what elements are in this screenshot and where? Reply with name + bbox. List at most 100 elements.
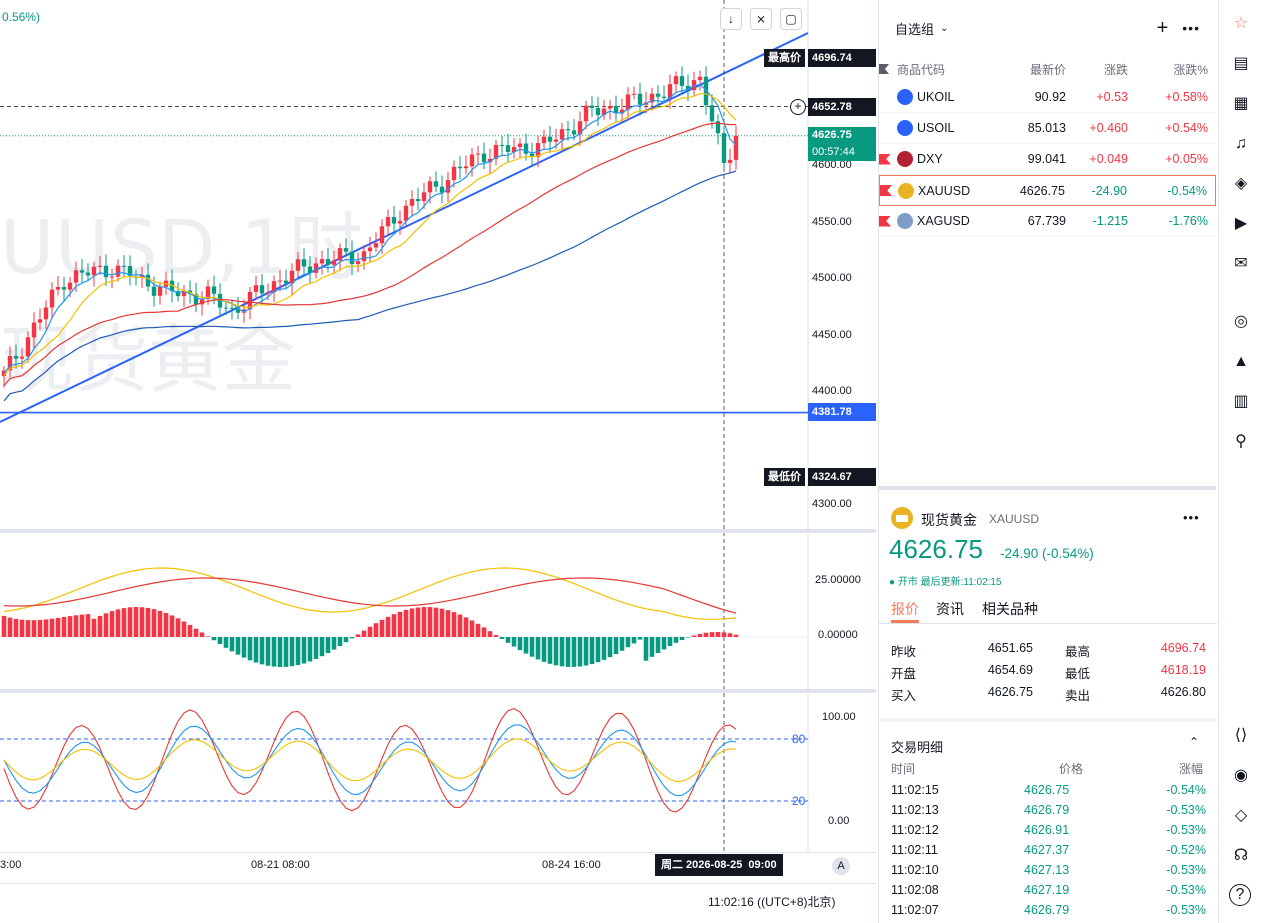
chart-area[interactable]: UUSD,1时 现货黄金 0.56%) ↓ ⨯ ▢ 4600.00 4550.0…: [0, 0, 876, 923]
news-icon[interactable]: ▤: [1233, 55, 1249, 72]
flag-icon[interactable]: [879, 92, 891, 103]
macd-bar: [223, 637, 229, 648]
macd-bar: [109, 611, 115, 637]
candle-body: [379, 226, 385, 244]
more-icon[interactable]: •••: [1183, 510, 1200, 525]
support-icon[interactable]: ☊: [1233, 847, 1249, 864]
macd-bar: [193, 628, 199, 637]
macd-bar: [145, 607, 151, 637]
candle-body: [7, 355, 13, 371]
candle-body: [385, 217, 391, 227]
macd-bar: [115, 609, 121, 637]
data-window-icon[interactable]: ⟨⟩: [1234, 727, 1248, 744]
candle-body: [325, 259, 331, 265]
candle-body: [655, 93, 661, 97]
add-symbol-icon[interactable]: +: [1156, 16, 1169, 39]
tab-quote[interactable]: 报价: [891, 601, 919, 617]
row-pct: -0.54%: [1167, 183, 1207, 198]
target-icon[interactable]: ◎: [1234, 313, 1248, 330]
macd-bar: [697, 633, 703, 637]
screener-icon[interactable]: ▥: [1233, 393, 1249, 410]
chat-icon[interactable]: ✉: [1234, 255, 1248, 272]
watchlist-title[interactable]: 自选组: [895, 21, 935, 37]
candle-body: [223, 307, 229, 309]
candle-body: [451, 166, 457, 181]
eye-icon[interactable]: ◉: [1234, 767, 1248, 784]
ideas-icon[interactable]: ⚲: [1235, 433, 1247, 450]
flag-icon[interactable]: [879, 215, 891, 227]
col-last[interactable]: 最新价: [1029, 62, 1066, 77]
flag-icon[interactable]: [880, 185, 892, 196]
chevron-down-icon[interactable]: ⌄: [940, 22, 949, 34]
trade-time: 11:02:07: [891, 903, 939, 917]
tab-news[interactable]: 资讯: [936, 601, 964, 617]
chevron-up-icon[interactable]: ⌃: [1189, 735, 1200, 749]
macd-bar: [583, 637, 589, 666]
macd-bar: [61, 617, 67, 637]
watchlist-row[interactable]: UKOIL 90.92 +0.53 +0.58%: [879, 82, 1216, 113]
macd-bar: [409, 608, 415, 637]
crosshair-time-tag: 周二 2026-08-25 09:00: [655, 854, 783, 876]
auto-scale-button[interactable]: A: [832, 857, 850, 875]
arrow-down-icon[interactable]: ↓: [720, 8, 742, 30]
candle-body: [235, 308, 241, 313]
macd-bar: [217, 637, 223, 645]
candle-body: [721, 133, 727, 163]
macd-bar: [559, 637, 565, 667]
row-pct: -1.76%: [1168, 214, 1208, 228]
tab-related[interactable]: 相关品种: [982, 601, 1038, 617]
clock-timezone[interactable]: 11:02:16 ((UTC+8)北京): [708, 895, 836, 909]
candle-body: [295, 259, 301, 271]
flag-icon[interactable]: [879, 64, 889, 74]
macd-bar: [331, 637, 337, 650]
watchlist-row[interactable]: XAUUSD 4626.75 -24.90 -0.54%: [879, 175, 1216, 206]
watchlist-row[interactable]: XAGUSD 67.739 -1.215 -1.76%: [879, 206, 1216, 237]
macd-bar: [505, 637, 511, 643]
watchlist-icon[interactable]: ☆: [1233, 15, 1249, 32]
kdj-d-line: [3, 738, 737, 782]
time-axis-label: 08-21 08:00: [251, 859, 310, 871]
col-change[interactable]: 涨跌: [1103, 62, 1128, 77]
candle-body: [319, 259, 325, 264]
macd-bar: [607, 637, 613, 658]
price-chart[interactable]: [0, 0, 876, 923]
education-icon[interactable]: ▲: [1233, 353, 1249, 370]
watchlist-row[interactable]: USOIL 85.013 +0.460 +0.54%: [879, 113, 1216, 144]
watchlist-row[interactable]: DXY 99.041 +0.049 +0.05%: [879, 144, 1216, 175]
help-icon[interactable]: ?: [1229, 884, 1251, 906]
symbol-icon: [897, 89, 913, 105]
candle-body: [361, 251, 367, 261]
video-icon[interactable]: ▶: [1234, 215, 1248, 232]
col-pct[interactable]: 涨跌%: [1173, 62, 1208, 77]
calendar-icon[interactable]: ▦: [1233, 95, 1249, 112]
col-symbol[interactable]: 商品代码: [897, 62, 946, 77]
alerts-icon[interactable]: ♫: [1235, 135, 1247, 152]
macd-bar: [391, 614, 397, 637]
quote-value: 4654.69: [987, 663, 1033, 677]
candle-body: [589, 105, 595, 109]
handshake-icon[interactable]: ◇: [1234, 807, 1248, 824]
macd-bar: [487, 631, 493, 637]
collapse-icon[interactable]: ⨯: [750, 8, 772, 30]
flag-icon[interactable]: [879, 153, 891, 165]
macd-bar: [625, 637, 631, 648]
time-axis-label: 08-24 16:00: [542, 859, 601, 871]
macd-bar: [283, 637, 289, 667]
row-pct: +0.58%: [1165, 90, 1208, 104]
more-icon[interactable]: •••: [1182, 20, 1200, 36]
candle-body: [169, 280, 175, 292]
pane-separator[interactable]: [0, 529, 876, 533]
candle-body: [283, 280, 289, 284]
pane-separator[interactable]: [0, 689, 876, 693]
macd-bar: [481, 627, 487, 637]
candle-body: [685, 85, 691, 91]
macd-bar: [289, 637, 295, 667]
candle-body: [139, 274, 145, 278]
fullscreen-icon[interactable]: ▢: [780, 8, 802, 30]
add-alert-icon[interactable]: +: [790, 99, 806, 115]
layers-icon[interactable]: ◈: [1234, 175, 1248, 192]
change-fragment: 0.56%): [2, 10, 41, 24]
flag-icon[interactable]: [879, 123, 891, 134]
candle-body: [457, 166, 463, 169]
candle-body: [607, 105, 613, 109]
